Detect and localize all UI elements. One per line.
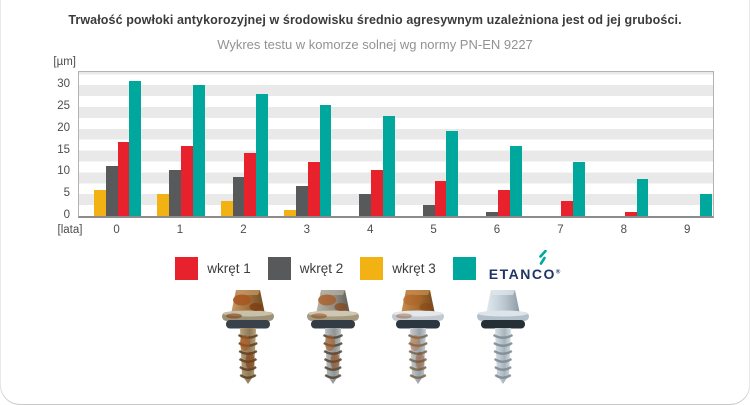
screw-photo-4	[467, 287, 539, 392]
y-tick-15: 15	[57, 143, 70, 156]
x-tick-year-8: 8	[620, 224, 627, 236]
screw-photo-3	[382, 287, 454, 392]
bar-wkret-1-year-1	[181, 146, 193, 216]
bar-etanco-year-5	[446, 130, 459, 216]
x-axis-unit-label: [lata]	[57, 224, 83, 236]
bar-wkret-2-year-4	[359, 194, 372, 216]
etanco-logo: ETANCO®	[488, 250, 575, 284]
x-tick-year-6: 6	[493, 224, 501, 236]
legend-color-swatch	[452, 256, 476, 280]
bar-etanco-year-8	[636, 178, 649, 216]
bar-etanco-year-2	[256, 93, 268, 216]
x-tick-year-3: 3	[303, 224, 310, 236]
x-tick-year-5: 5	[430, 224, 437, 236]
screw-photo-2	[297, 287, 369, 392]
bar-wkret-1-year-2	[244, 152, 257, 216]
y-tick-20: 20	[57, 121, 70, 134]
legend-color-swatch	[360, 256, 384, 280]
x-tick-year-4: 4	[366, 224, 374, 236]
legend-label: wkręt 3	[392, 260, 436, 276]
legend-item-wkret-3: wkręt 3	[360, 256, 436, 280]
etanco-wordmark: ETANCO®	[488, 266, 561, 282]
y-tick-5: 5	[63, 187, 70, 200]
x-tick-year-1: 1	[176, 224, 184, 236]
y-tick-25: 25	[57, 99, 70, 112]
bar-etanco-year-7	[573, 161, 585, 216]
bar-etanco-year-6	[509, 146, 522, 216]
bar-etanco-year-9	[700, 194, 712, 216]
y-tick-30: 30	[57, 78, 70, 91]
bar-wkret-1-year-3	[307, 161, 320, 216]
bar-wkret-2-year-6	[486, 211, 498, 216]
legend-item-wkret-2: wkręt 2	[267, 256, 344, 280]
bar-wkret-2-year-3	[296, 185, 308, 216]
bar-wkret-2-year-5	[422, 205, 435, 216]
chart-legend: wkręt 1 wkręt 2 wkręt 3 ETANCO®	[0, 250, 750, 286]
bar-etanco-year-0	[129, 80, 142, 216]
legend-label: wkręt 2	[299, 260, 344, 276]
legend-label: wkręt 1	[207, 260, 251, 276]
x-tick-year-9: 9	[683, 224, 691, 236]
bar-wkret-3-year-0	[94, 189, 106, 216]
bar-etanco-year-1	[192, 85, 205, 216]
bar-wkret-1-year-6	[498, 189, 510, 216]
plot-area	[78, 71, 714, 218]
x-tick-year-0: 0	[113, 224, 120, 236]
etanco-bolt-icon	[538, 250, 547, 265]
bar-wkret-1-year-5	[434, 181, 447, 216]
bar-etanco-year-4	[383, 115, 395, 216]
y-tick-0: 0	[63, 209, 70, 221]
bar-wkret-3-year-3	[284, 209, 296, 216]
bar-wkret-1-year-0	[117, 141, 130, 216]
bar-wkret-3-year-1	[157, 194, 170, 216]
bar-wkret-1-year-7	[561, 200, 574, 216]
legend-color-swatch	[267, 256, 291, 280]
x-tick-year-2: 2	[240, 224, 247, 236]
bar-wkret-2-year-2	[232, 176, 245, 216]
y-axis-unit-label: [µm]	[53, 56, 76, 68]
bar-etanco-year-3	[319, 104, 332, 216]
chart-title: Trwałość powłoki antykorozyjnej w środow…	[68, 13, 682, 27]
legend-color-swatch	[175, 256, 199, 280]
bar-wkret-3-year-2	[220, 200, 233, 216]
x-tick-year-7: 7	[557, 224, 564, 236]
bar-wkret-2-year-0	[105, 165, 118, 216]
screw-photo-1	[212, 287, 284, 392]
bar-wkret-1-year-8	[624, 211, 637, 216]
y-tick-10: 10	[57, 165, 70, 178]
legend-item-wkret-1: wkręt 1	[175, 256, 251, 280]
bar-wkret-2-year-1	[169, 170, 181, 216]
chart-subtitle: Wykres testu w komorze solnej wg normy P…	[217, 37, 533, 52]
legend-item-etanco: ETANCO®	[452, 250, 575, 284]
bar-wkret-1-year-4	[371, 170, 383, 216]
screw-photos-row	[0, 287, 750, 391]
